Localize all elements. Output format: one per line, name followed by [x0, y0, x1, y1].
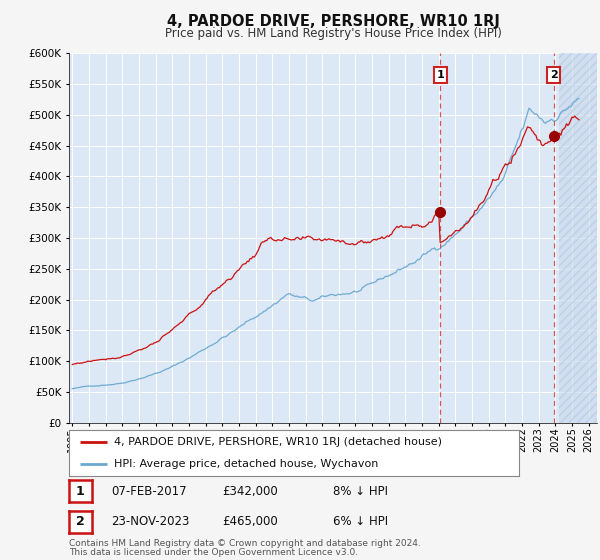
Text: 4, PARDOE DRIVE, PERSHORE, WR10 1RJ: 4, PARDOE DRIVE, PERSHORE, WR10 1RJ — [167, 14, 499, 29]
Text: 2: 2 — [550, 70, 557, 80]
Text: HPI: Average price, detached house, Wychavon: HPI: Average price, detached house, Wych… — [114, 459, 379, 469]
Text: £465,000: £465,000 — [222, 515, 278, 529]
Text: 6% ↓ HPI: 6% ↓ HPI — [333, 515, 388, 529]
Text: 23-NOV-2023: 23-NOV-2023 — [111, 515, 190, 529]
Text: 2: 2 — [76, 515, 85, 529]
Text: Contains HM Land Registry data © Crown copyright and database right 2024.: Contains HM Land Registry data © Crown c… — [69, 539, 421, 548]
Text: 07-FEB-2017: 07-FEB-2017 — [111, 484, 187, 498]
Text: £342,000: £342,000 — [222, 484, 278, 498]
Text: Price paid vs. HM Land Registry's House Price Index (HPI): Price paid vs. HM Land Registry's House … — [164, 27, 502, 40]
Text: 1: 1 — [76, 484, 85, 498]
Text: 4, PARDOE DRIVE, PERSHORE, WR10 1RJ (detached house): 4, PARDOE DRIVE, PERSHORE, WR10 1RJ (det… — [114, 437, 442, 447]
Text: 8% ↓ HPI: 8% ↓ HPI — [333, 484, 388, 498]
Bar — [559, 53, 597, 423]
Text: 1: 1 — [437, 70, 445, 80]
Text: This data is licensed under the Open Government Licence v3.0.: This data is licensed under the Open Gov… — [69, 548, 358, 557]
